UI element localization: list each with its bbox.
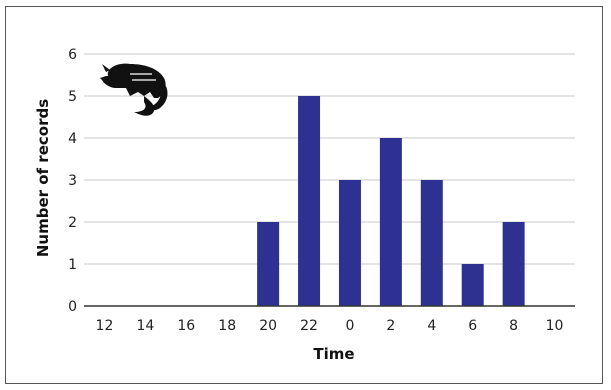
y-tick-label: 3 bbox=[68, 173, 77, 189]
x-tick-label: 20 bbox=[259, 318, 277, 334]
bar-20 bbox=[257, 222, 280, 306]
bars bbox=[257, 96, 525, 306]
y-tick-label: 2 bbox=[68, 215, 77, 231]
y-axis-title: Number of records bbox=[34, 99, 52, 257]
x-tick-label: 18 bbox=[218, 318, 236, 334]
x-tick-label: 0 bbox=[345, 318, 354, 334]
x-tick-label: 16 bbox=[177, 318, 195, 334]
bar-8 bbox=[502, 222, 525, 306]
x-tick-label: 8 bbox=[509, 318, 518, 334]
x-tick-label: 22 bbox=[300, 318, 318, 334]
armadillo-icon bbox=[100, 63, 168, 116]
bar-0 bbox=[338, 180, 361, 306]
x-axis-title: Time bbox=[313, 345, 354, 363]
x-tick-label: 10 bbox=[546, 318, 564, 334]
bar-2 bbox=[379, 138, 402, 306]
y-tick-label: 4 bbox=[68, 131, 77, 147]
x-tick-label: 4 bbox=[427, 318, 436, 334]
x-tick-label: 14 bbox=[136, 318, 154, 334]
bar-22 bbox=[298, 96, 321, 306]
x-axis-ticks: 12 14 16 18 20 22 0 2 4 6 8 10 bbox=[96, 318, 564, 334]
y-tick-label: 6 bbox=[68, 47, 77, 63]
bar-6 bbox=[461, 264, 484, 306]
x-tick-label: 12 bbox=[96, 318, 114, 334]
y-tick-label: 1 bbox=[68, 257, 77, 273]
y-axis-ticks: 0 1 2 3 4 5 6 bbox=[68, 47, 77, 315]
x-tick-label: 2 bbox=[386, 318, 395, 334]
bar-4 bbox=[420, 180, 443, 306]
y-tick-label: 0 bbox=[68, 299, 77, 315]
x-tick-label: 6 bbox=[468, 318, 477, 334]
y-tick-label: 5 bbox=[68, 89, 77, 105]
